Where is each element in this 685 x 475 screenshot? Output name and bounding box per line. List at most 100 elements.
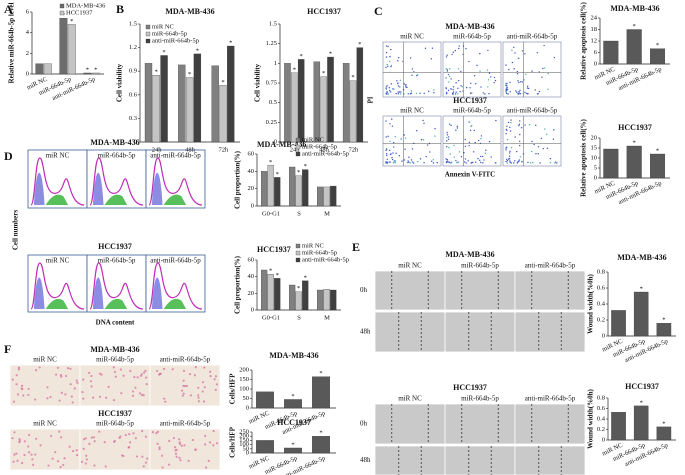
bar <box>261 171 268 207</box>
cell-dot <box>179 459 182 462</box>
flow-dot <box>416 130 418 132</box>
flow-dot <box>518 57 520 60</box>
cell-dot <box>59 373 63 377</box>
flow-plot <box>502 41 562 98</box>
column-label: anti-miR-664b-5p <box>525 262 576 270</box>
cell-dot <box>187 459 190 462</box>
significance: * <box>221 79 224 86</box>
image-title: HCC1937 <box>453 383 487 392</box>
cell-dot <box>185 384 188 388</box>
flow-dot <box>480 161 482 164</box>
cell-dot <box>183 384 187 388</box>
bar <box>256 440 274 454</box>
cell-dot <box>69 367 72 370</box>
image-title: HCC1937 <box>98 242 132 251</box>
flow-dot <box>390 65 392 68</box>
column-label: miR-664b-5p <box>461 262 499 270</box>
significance: * <box>304 163 307 170</box>
bar <box>267 165 274 207</box>
flow-dot <box>508 158 510 160</box>
flow-dot <box>385 51 388 54</box>
flow-dot <box>445 87 447 89</box>
histogram-fill <box>163 194 187 205</box>
cell-dot <box>172 436 175 440</box>
flow-dot <box>514 136 516 138</box>
x-tick-label: S <box>297 314 301 321</box>
flow-dot <box>429 151 431 153</box>
y-tick-label: 12 <box>591 37 598 44</box>
x-tick-label: 72h <box>348 146 359 153</box>
flow-dot <box>509 150 511 153</box>
y-tick-label: 100 <box>239 385 249 392</box>
flow-dot <box>395 152 397 155</box>
legend-swatch <box>145 24 151 30</box>
cell-dot <box>70 395 73 398</box>
cell-dot <box>69 383 72 386</box>
cell-dot <box>62 463 65 467</box>
y-tick-label: 1.25 <box>266 40 277 47</box>
y-tick-label: 0.6 <box>597 405 606 412</box>
bar <box>43 63 52 75</box>
y-tick-label: 0.8 <box>597 394 605 401</box>
flow-dot <box>479 70 481 72</box>
flow-dot <box>394 161 396 164</box>
flow-dot <box>436 161 438 164</box>
flow-dot <box>459 90 461 93</box>
histogram-curve <box>148 262 203 310</box>
cell-dot <box>15 374 18 377</box>
cell-dot <box>127 446 131 449</box>
flow-dot <box>392 146 395 148</box>
flow-dot <box>419 92 421 95</box>
legend-swatch <box>295 144 301 150</box>
flow-dot <box>385 56 388 58</box>
flow-dot <box>520 126 523 129</box>
column-label: anti-miR-664b-5p <box>507 107 558 115</box>
cell-dot <box>75 379 78 382</box>
flow-dot <box>543 67 546 69</box>
y-tick-label: 0 <box>251 306 254 313</box>
cell-dot <box>174 446 177 449</box>
image-title: MDA-MB-436 <box>90 345 139 354</box>
flow-dot <box>389 161 391 163</box>
legend-label: miR NC <box>152 23 174 30</box>
x-tick-label: G0-G1 <box>262 210 280 217</box>
cell-dot <box>68 445 71 448</box>
flow-dot <box>470 162 472 164</box>
flow-dot <box>419 158 422 160</box>
bar <box>152 74 160 143</box>
flow-dot <box>476 64 478 67</box>
cell-dot <box>167 463 171 466</box>
flow-dot <box>472 161 474 164</box>
cell-dot <box>28 451 31 454</box>
bar <box>295 291 302 311</box>
flow-dot <box>433 92 435 94</box>
column-label: miR-664b-5p <box>98 257 136 265</box>
bar <box>211 65 219 143</box>
cell-dot <box>131 394 135 397</box>
column-label: anti-miR-664b-5p <box>150 257 201 265</box>
flow-dot <box>506 86 508 88</box>
wound-image <box>514 311 586 353</box>
cell-dot <box>16 459 19 462</box>
significance: * <box>188 71 191 78</box>
y-tick-label: 10 <box>591 154 598 161</box>
flow-dot <box>536 52 538 54</box>
flow-dot <box>529 162 532 164</box>
flow-dot <box>531 70 533 72</box>
histogram-curve <box>89 262 144 310</box>
histogram-area <box>33 172 45 205</box>
panel-letter: D <box>4 149 13 163</box>
column-label: miR NC <box>46 152 70 160</box>
flow-dot <box>542 67 544 70</box>
flow-dot <box>524 124 526 126</box>
significance: * <box>291 393 294 400</box>
flow-plot <box>442 41 502 98</box>
cell-dot <box>155 369 159 373</box>
cell-dot <box>215 383 219 386</box>
flow-dot <box>448 81 450 83</box>
y-tick-label: 200 <box>239 366 249 373</box>
cell-dot <box>93 440 96 443</box>
bar <box>261 269 268 311</box>
flow-dot <box>544 128 546 130</box>
flow-dot <box>385 120 387 122</box>
